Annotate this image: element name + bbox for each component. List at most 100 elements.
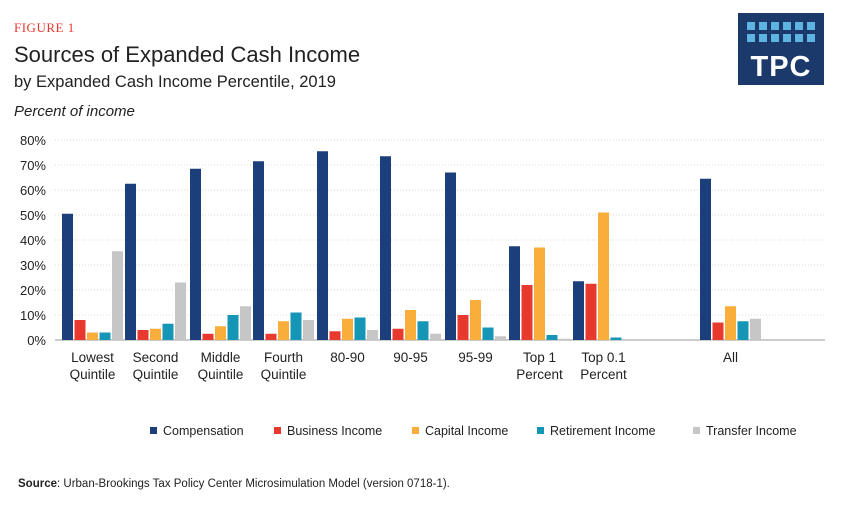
logo-square [759, 22, 767, 30]
logo-text: TPC [750, 51, 812, 83]
bar-retirement-income [482, 327, 494, 340]
bar-compensation [380, 156, 391, 340]
y-tick-label: 20% [20, 283, 46, 298]
bar-transfer-income [367, 330, 378, 340]
bar-compensation [62, 213, 73, 340]
x-tick-label: Percent [516, 367, 563, 382]
legend-label: Compensation [163, 424, 244, 438]
source-note: Source: Urban-Brookings Tax Policy Cente… [18, 478, 450, 490]
bar-transfer-income [750, 318, 761, 340]
x-tick-label: Fourth [264, 350, 303, 365]
bar-chart: 0% 10% 20% 30% 40% 50% 60% 70% 80% Lowest Quintile… [20, 133, 825, 382]
bar-capital-income [342, 318, 353, 340]
source-label: Source [18, 478, 57, 490]
x-tick-label: Middle [201, 350, 241, 365]
legend-label: Business Income [287, 424, 383, 438]
bar-business-income [712, 322, 724, 340]
bar-business-income [585, 283, 597, 340]
logo-square [771, 22, 779, 30]
logo-square [807, 22, 815, 30]
y-tick-label: 60% [20, 183, 46, 198]
bar-capital-income [278, 321, 289, 340]
bar-business-income [392, 328, 404, 340]
x-tick-label: Percent [580, 367, 627, 382]
bar-capital-income [150, 328, 161, 340]
legend-label: Retirement Income [550, 424, 656, 438]
legend-label: Transfer Income [706, 424, 797, 438]
logo-square [771, 34, 779, 42]
x-tick-label: Quintile [70, 367, 116, 382]
bar-business-income [521, 285, 533, 340]
bar-transfer-income [495, 336, 506, 340]
x-tick-label: Second [133, 350, 179, 365]
legend-swatch [274, 427, 281, 434]
bar-capital-income [405, 310, 416, 340]
bar-transfer-income [112, 251, 123, 340]
chart-title: Sources of Expanded Cash Income [14, 42, 361, 67]
legend-item: Business Income [274, 424, 382, 438]
legend-item: Compensation [150, 424, 244, 438]
legend-item: Capital Income [412, 424, 508, 438]
bar-retirement-income [227, 315, 239, 340]
bar-business-income [329, 331, 341, 340]
unit-label: Percent of income [14, 103, 135, 120]
bar-transfer-income [430, 333, 441, 340]
x-tick-label: Lowest [71, 350, 114, 365]
legend-swatch [412, 427, 419, 434]
bar-business-income [74, 320, 86, 340]
y-tick-label: 50% [20, 208, 46, 223]
bar-business-income [202, 333, 214, 340]
x-tick-label: 90-95 [393, 350, 428, 365]
bar-retirement-income [417, 321, 429, 340]
bar-compensation [573, 281, 584, 340]
logo-square [795, 34, 803, 42]
bar-compensation [125, 183, 136, 340]
tpc-logo: TPC [738, 13, 824, 85]
legend-label: Capital Income [425, 424, 509, 438]
y-tick-label: 30% [20, 258, 46, 273]
bar-transfer-income [240, 306, 251, 340]
y-tick-label: 40% [20, 233, 46, 248]
bar-retirement-income [99, 332, 111, 340]
legend-item: Retirement Income [537, 424, 656, 438]
x-tick-label: All [723, 350, 738, 365]
bar-retirement-income [162, 323, 174, 340]
chart-subtitle: by Expanded Cash Income Percentile, 2019 [14, 73, 336, 91]
bar-compensation [509, 246, 520, 340]
bar-capital-income [534, 247, 545, 340]
bar-business-income [265, 333, 277, 340]
bar-compensation [253, 161, 264, 340]
logo-square [807, 34, 815, 42]
source-text: : Urban-Brookings Tax Policy Center Micr… [57, 478, 450, 490]
bar-capital-income [87, 332, 98, 340]
x-tick-label: Quintile [261, 367, 307, 382]
bar-retirement-income [737, 321, 749, 340]
logo-square [795, 22, 803, 30]
y-tick-label: 10% [20, 308, 46, 323]
bar-business-income [457, 315, 469, 340]
y-tick-label: 70% [20, 158, 46, 173]
bar-capital-income [215, 326, 226, 340]
bar-compensation [190, 168, 201, 340]
figure-label: FIGURE 1 [14, 20, 75, 35]
bar-transfer-income [175, 282, 186, 340]
legend-item: Transfer Income [693, 424, 797, 438]
x-tick-label: Top 1 [523, 350, 556, 365]
bar-compensation [700, 178, 711, 340]
logo-square [747, 34, 755, 42]
bar-business-income [137, 330, 149, 340]
y-tick-label: 0% [27, 333, 46, 348]
legend-swatch [150, 427, 157, 434]
x-tick-label: Top 0.1 [581, 350, 625, 365]
logo-square [747, 22, 755, 30]
x-tick-label: Quintile [133, 367, 179, 382]
bar-compensation [317, 151, 328, 340]
bar-compensation [445, 172, 456, 340]
x-tick-label: 80-90 [330, 350, 365, 365]
logo-square [783, 22, 791, 30]
bar-transfer-income [559, 338, 570, 340]
x-tick-label: 95-99 [458, 350, 493, 365]
bar-capital-income [598, 212, 609, 340]
x-tick-label: Quintile [198, 367, 244, 382]
bar-capital-income [725, 306, 736, 340]
